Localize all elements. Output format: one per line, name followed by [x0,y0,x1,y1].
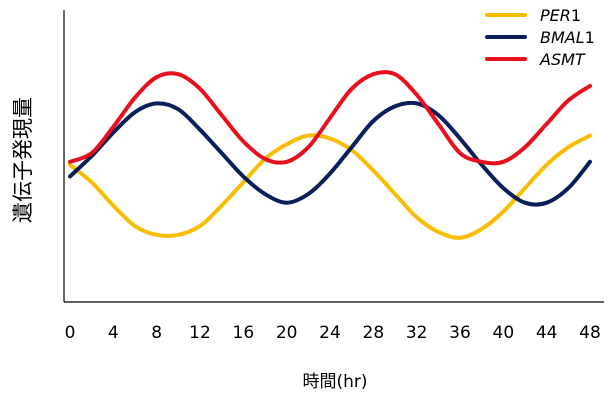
series-lines [68,70,592,240]
x-tick-label: 4 [108,323,119,343]
x-tick-label: 20 [276,323,298,343]
legend-label: PER1 [540,6,581,25]
x-tick-label: 32 [406,323,428,343]
x-tick-label: 40 [493,323,515,343]
series-line-bmal1 [68,100,592,207]
y-axis-label: 遺伝子発現量 [11,97,35,223]
x-tick-label: 48 [579,323,601,343]
x-tick-label: 12 [189,323,211,343]
legend-label: ASMT [539,50,586,69]
x-tick-label: 44 [536,323,558,343]
x-axis-label: 時間(hr) [302,372,367,392]
x-tick-label: 16 [233,323,255,343]
x-tick-label: 36 [449,323,471,343]
legend-label: BMAL1 [540,28,595,47]
x-tick-label: 24 [319,323,341,343]
x-tick-labels: 0 4 8 12 16 20 24 28 32 36 40 44 48 [65,323,601,343]
x-tick-label: 0 [65,323,76,343]
axes [63,10,604,303]
series-line-asmt [68,70,592,166]
x-tick-label: 28 [363,323,385,343]
legend: PER1 BMAL1 ASMT [485,6,595,69]
x-tick-label: 8 [151,323,162,343]
series-line-per1 [68,133,592,240]
